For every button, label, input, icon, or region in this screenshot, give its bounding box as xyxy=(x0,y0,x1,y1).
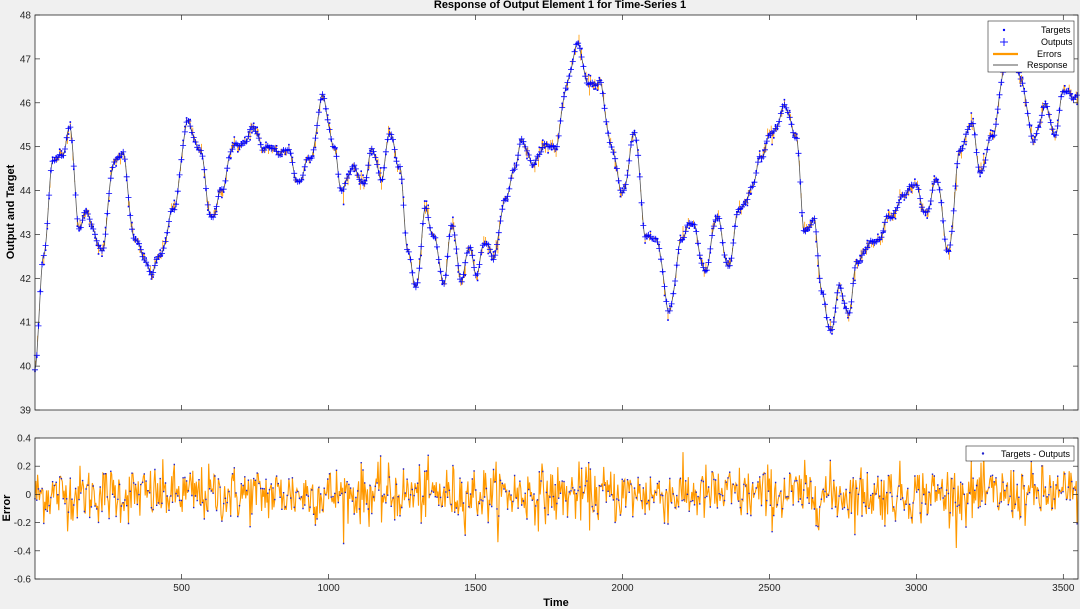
error-x-tick-label: 3000 xyxy=(905,583,928,594)
error-y-ticks: -0.6 -0.4 -0.2 0 0.2 0.4 xyxy=(14,434,1078,586)
response-legend-box xyxy=(987,20,1075,73)
error-axes-frame xyxy=(34,437,1079,580)
response-y-ticks: 39 40 41 42 43 44 45 46 47 48 xyxy=(20,11,1078,417)
response-y-tick-label: 42 xyxy=(20,274,32,285)
error-y-tick-label: -0.2 xyxy=(14,518,32,529)
error-x-tick-label: 500 xyxy=(173,583,190,594)
legend-targets-marker xyxy=(1002,28,1006,32)
response-y-tick-label: 47 xyxy=(20,54,32,65)
response-y-tick-label: 45 xyxy=(20,142,32,153)
error-x-tick-label: 3500 xyxy=(1052,583,1075,594)
response-y-tick-label: 40 xyxy=(20,362,32,373)
legend-residual-marker xyxy=(981,452,985,455)
error-x-label: Time xyxy=(543,597,568,609)
error-y-tick-label: -0.4 xyxy=(14,546,32,557)
error-y-tick-label: 0.2 xyxy=(17,462,31,473)
legend-residual-label: Targets - Outputs xyxy=(1001,449,1071,459)
error-y-tick-label: 0.4 xyxy=(17,434,31,445)
response-x-ticks xyxy=(181,15,1064,410)
error-x-tick-label: 1500 xyxy=(464,583,487,594)
error-x-tick-label: 2500 xyxy=(758,583,781,594)
error-y-label: Error xyxy=(1,494,13,522)
legend-outputs-label: Outputs xyxy=(1041,37,1073,47)
response-y-tick-label: 44 xyxy=(20,186,32,197)
response-axes-frame xyxy=(34,14,1079,411)
response-y-tick-label: 39 xyxy=(20,406,32,417)
error-line-series xyxy=(34,452,1079,549)
response-axes xyxy=(35,15,1078,410)
error-y-tick-label: -0.6 xyxy=(14,575,32,586)
legend-errors-label: Errors xyxy=(1037,49,1062,59)
response-y-tick-label: 48 xyxy=(20,11,32,22)
response-legend: Targets Outputs Errors Response xyxy=(987,20,1075,73)
legend-outputs-marker xyxy=(1000,38,1008,46)
error-x-ticks: 500 1000 1500 2000 2500 3000 3500 xyxy=(173,438,1075,594)
response-y-label: Output and Target xyxy=(5,164,17,259)
error-x-tick-label: 2000 xyxy=(611,583,634,594)
error-legend: Targets - Outputs xyxy=(965,445,1075,462)
response-y-tick-label: 46 xyxy=(20,98,32,109)
error-y-tick-label: 0 xyxy=(25,490,31,501)
legend-targets-label: Targets xyxy=(1041,25,1071,35)
response-y-tick-label: 41 xyxy=(20,318,32,329)
error-x-tick-label: 1000 xyxy=(317,583,340,594)
error-legend-box xyxy=(965,445,1075,462)
chart-title: Response of Output Element 1 for Time-Se… xyxy=(434,0,686,11)
legend-response-label: Response xyxy=(1027,60,1068,70)
response-y-tick-label: 43 xyxy=(20,230,32,241)
